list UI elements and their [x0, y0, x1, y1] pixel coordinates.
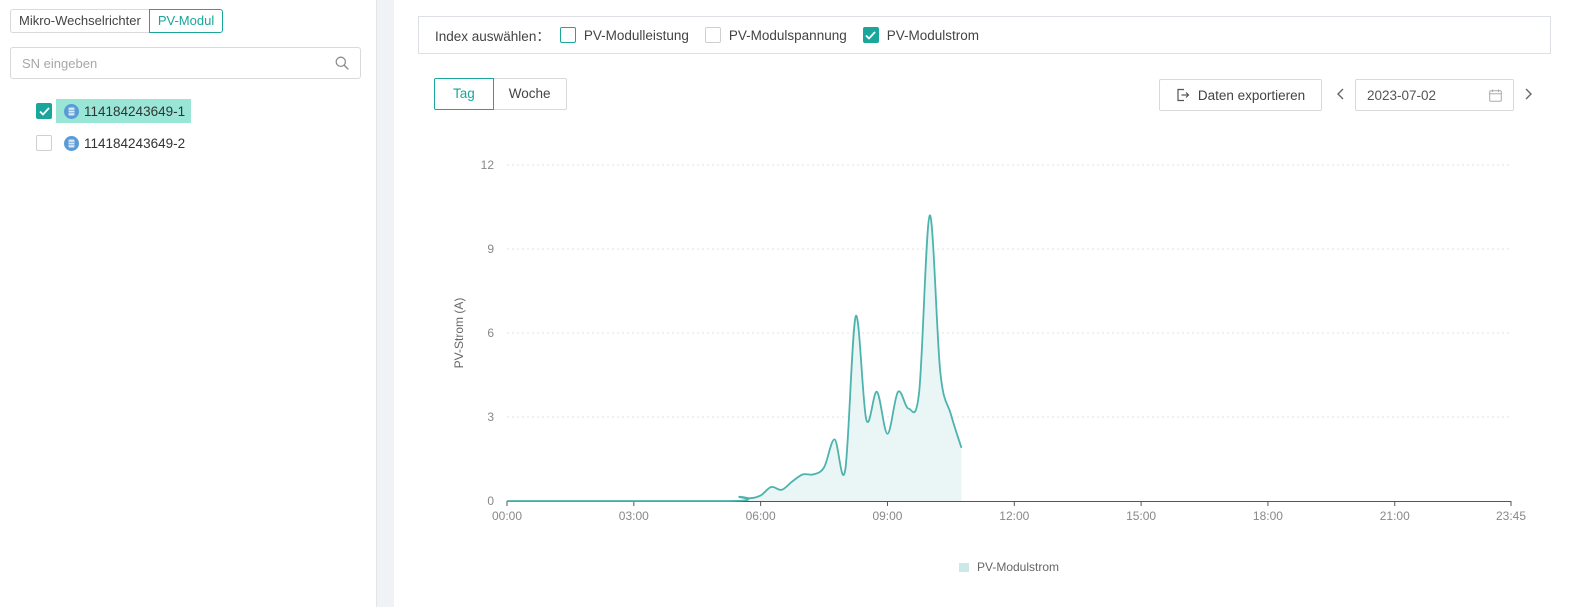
period-week-button[interactable]: Woche: [493, 78, 567, 110]
x-tick-label: 03:00: [619, 509, 649, 523]
export-icon: [1177, 88, 1190, 102]
x-tick-label: 18:00: [1253, 509, 1283, 523]
tab-pv-modul[interactable]: PV-Modul: [148, 9, 224, 33]
x-tick-label: 23:45: [1496, 509, 1526, 523]
x-tick-label: 12:00: [999, 509, 1029, 523]
date-picker[interactable]: 2023-07-02: [1355, 79, 1514, 111]
chevron-left-icon[interactable]: [1335, 86, 1347, 102]
tree-node-selected[interactable]: 114184243649-1: [56, 99, 192, 123]
pv-panel-icon: [64, 135, 79, 151]
option-pv-modulspannung[interactable]: PV-Modulspannung: [704, 27, 847, 43]
x-tick-label: 09:00: [872, 509, 902, 523]
panel-divider[interactable]: [376, 0, 394, 607]
y-axis-label: PV-Strom (A): [452, 298, 466, 369]
tree-checkbox[interactable]: [36, 135, 52, 151]
series-line: [507, 214, 963, 502]
option-label: PV-Modulstrom: [886, 27, 980, 43]
index-selector: Index auswählen： PV-Modulleistung PV-Mod…: [418, 16, 1551, 54]
check-icon: [865, 30, 876, 40]
tree-item[interactable]: 114184243649-1: [36, 99, 192, 123]
device-sidebar: Mikro-Wechselrichter PV-Modul 114: [0, 0, 376, 607]
x-tick-label: 06:00: [746, 509, 776, 523]
legend-swatch: [959, 563, 969, 572]
y-tick-label: 12: [481, 158, 495, 172]
current-chart: 0 3 6 9 12 00:00 03:00 06:00 09:00 12:00 15:00 18:0…: [452, 158, 1526, 574]
tree-checkbox-checked[interactable]: [36, 103, 52, 119]
option-pv-modulstrom[interactable]: PV-Modulstrom: [862, 27, 980, 43]
export-label: Daten exportieren: [1197, 87, 1306, 103]
x-tick-label: 15:00: [1126, 509, 1156, 523]
search-box: [10, 47, 361, 79]
period-day-button[interactable]: Tag: [434, 78, 494, 110]
device-type-tabs: Mikro-Wechselrichter PV-Modul: [10, 9, 224, 33]
pv-panel-icon: [64, 103, 79, 119]
checkbox-checked[interactable]: [862, 27, 879, 43]
check-icon: [38, 106, 50, 116]
y-tick-label: 3: [487, 410, 494, 424]
period-toggle: Tag Woche: [434, 78, 567, 110]
y-tick-label: 6: [487, 326, 494, 340]
calendar-icon[interactable]: [1489, 89, 1502, 102]
chevron-right-icon[interactable]: [1522, 86, 1534, 102]
checkbox[interactable]: [559, 27, 576, 43]
option-pv-modulleistung[interactable]: PV-Modulleistung: [559, 27, 689, 43]
tree-node-label: 114184243649-1: [84, 103, 186, 119]
tree-node-label: 114184243649-2: [84, 135, 186, 151]
export-data-button[interactable]: Daten exportieren: [1159, 79, 1322, 111]
y-tick-label: 0: [487, 494, 494, 508]
date-value: 2023-07-02: [1367, 87, 1437, 103]
legend-label: PV-Modulstrom: [977, 560, 1059, 574]
search-icon[interactable]: [335, 56, 349, 70]
sn-search-input[interactable]: [11, 48, 311, 78]
series-area: [507, 215, 962, 501]
tab-mikro-wechselrichter[interactable]: Mikro-Wechselrichter: [10, 9, 149, 33]
checkbox[interactable]: [704, 27, 721, 43]
tree-node[interactable]: 114184243649-2: [56, 131, 191, 155]
option-label: PV-Modulleistung: [583, 27, 689, 43]
y-tick-label: 9: [487, 242, 494, 256]
option-label: PV-Modulspannung: [728, 27, 847, 43]
tree-item[interactable]: 114184243649-2: [36, 131, 191, 155]
index-label: Index auswählen：: [435, 29, 550, 44]
x-tick-label: 00:00: [492, 509, 522, 523]
x-tick-label: 21:00: [1380, 509, 1410, 523]
